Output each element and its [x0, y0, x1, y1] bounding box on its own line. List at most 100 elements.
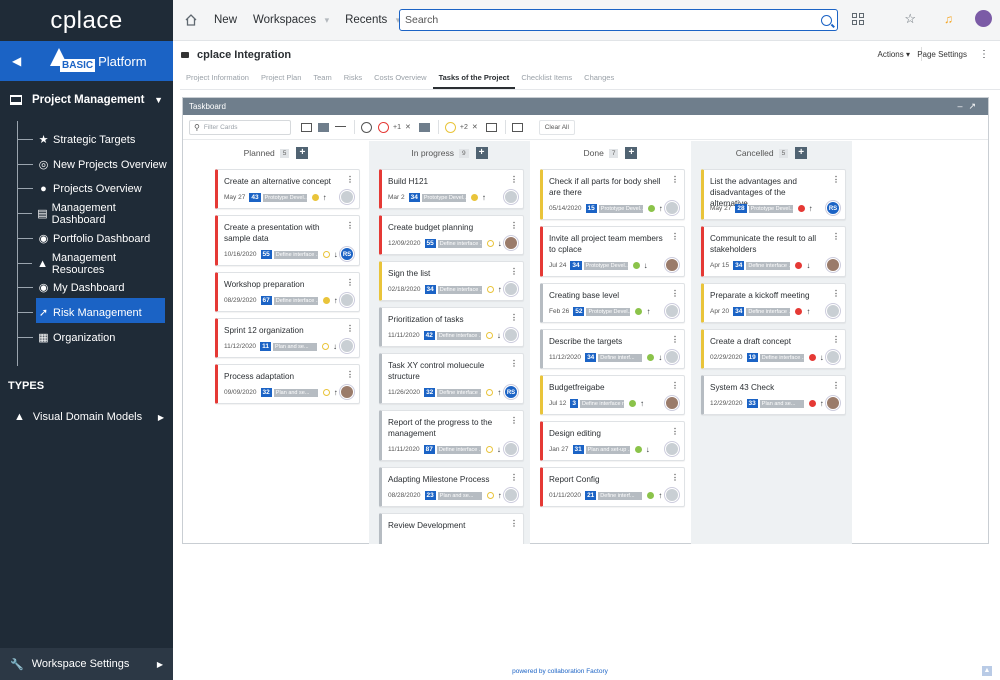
task-card[interactable]: Create an alternative concept ⋮ May 27 43 Pr… — [215, 169, 360, 209]
sidebar-item-visual-domain-models[interactable]: ▲ Visual Domain Models ▶ — [14, 411, 164, 423]
card-menu-icon[interactable]: ⋮ — [510, 519, 518, 528]
assignee-avatar[interactable] — [826, 258, 840, 272]
card-menu-icon[interactable]: ⋮ — [832, 335, 840, 344]
tab-tasks-of-the-project[interactable]: Tasks of the Project — [432, 71, 516, 89]
assignee-avatar[interactable] — [504, 236, 518, 250]
task-card[interactable]: System 43 Check ⋮ 12/29/2020 33 Plan and se.… — [701, 375, 846, 415]
task-card[interactable]: Invite all project team members to cplac… — [540, 226, 685, 277]
tab-changes[interactable]: Changes — [584, 73, 615, 82]
progress-filter-icon[interactable] — [444, 121, 456, 133]
sidebar-item-organization[interactable]: ▦ Organization — [17, 325, 167, 350]
assignee-avatar[interactable]: RS — [826, 201, 840, 215]
assignee-avatar[interactable] — [504, 488, 518, 502]
task-card[interactable]: Create a presentation with sample data ⋮ 1… — [215, 215, 360, 266]
assignee-avatar[interactable] — [826, 304, 840, 318]
card-menu-icon[interactable]: ⋮ — [671, 381, 679, 390]
tab-project-plan[interactable]: Project Plan — [260, 73, 302, 82]
task-card[interactable]: Preparate a kickoff meeting ⋮ Apr 20 34 Defi… — [701, 283, 846, 323]
assignee-avatar[interactable]: RS — [340, 247, 354, 261]
tab-checklist-items[interactable]: Checklist Items — [521, 73, 573, 82]
task-card[interactable]: Build H121 ⋮ Mar 2 34 Prototype Devel... ↑ — [379, 169, 524, 209]
user-avatar[interactable] — [975, 10, 992, 27]
card-menu-icon[interactable]: ⋮ — [510, 416, 518, 425]
sidebar-section-project-management[interactable]: Project Management ▼ — [0, 81, 173, 119]
task-card[interactable]: Task XY control moluecule structure ⋮ 11/2… — [379, 353, 524, 404]
assignee-avatar[interactable] — [665, 258, 679, 272]
assignee-avatar[interactable] — [665, 488, 679, 502]
card-menu-icon[interactable]: ⋮ — [671, 289, 679, 298]
view-medium-icon[interactable] — [318, 122, 329, 132]
platform-switcher[interactable]: ◀ BASIC Platform — [0, 41, 173, 81]
assignee-avatar[interactable] — [665, 304, 679, 318]
search-input[interactable]: Search — [399, 9, 838, 31]
task-card[interactable]: Report of the progress to the management… — [379, 410, 524, 461]
task-card[interactable]: Create budget planning ⋮ 12/09/2020 55 Defin… — [379, 215, 524, 255]
window-controls[interactable]: –↗ — [957, 101, 982, 111]
card-menu-icon[interactable]: ⋮ — [510, 175, 518, 184]
cplace-logo[interactable]: cplace — [0, 0, 173, 41]
columns-icon[interactable] — [511, 122, 523, 132]
card-menu-icon[interactable]: ⋮ — [832, 232, 840, 241]
task-card[interactable]: Create a draft concept ⋮ 02/29/2020 19 Defin… — [701, 329, 846, 369]
back-arrow-icon[interactable]: ◀ — [12, 54, 22, 68]
task-card[interactable]: Sign the list ⋮ 02/18/2020 34 Define interfa… — [379, 261, 524, 301]
sidebar-item-risk-management[interactable]: ➚ Risk Management — [17, 300, 167, 325]
assignee-avatar[interactable] — [826, 396, 840, 410]
card-menu-icon[interactable]: ⋮ — [346, 370, 354, 379]
assignee-avatar[interactable] — [826, 350, 840, 364]
add-card-button[interactable]: + — [625, 147, 638, 159]
person-filter-icon[interactable] — [361, 121, 372, 133]
workspaces-menu[interactable]: Workspaces — [253, 14, 329, 26]
view-small-icon[interactable] — [335, 126, 346, 128]
home-icon[interactable] — [184, 13, 198, 27]
card-menu-icon[interactable]: ⋮ — [346, 278, 354, 287]
card-menu-icon[interactable]: ⋮ — [346, 175, 354, 184]
add-card-button[interactable]: + — [296, 147, 309, 159]
tab-costs-overview[interactable]: Costs Overview — [374, 73, 427, 82]
color-filter-icon[interactable] — [418, 122, 430, 132]
actions-menu[interactable]: Actions ▾ — [877, 50, 910, 59]
filter-cards-input[interactable]: ⚲ Filter Cards — [189, 119, 291, 135]
status-filter-icon[interactable] — [378, 121, 389, 133]
assignee-avatar[interactable] — [504, 328, 518, 342]
assignee-avatar[interactable] — [340, 385, 354, 399]
view-large-icon[interactable] — [301, 122, 312, 132]
page-settings-button[interactable]: Page Settings — [917, 50, 967, 59]
task-card[interactable]: Review Development ⋮ — [379, 513, 524, 544]
task-card[interactable]: Creating base level ⋮ Feb 26 52 Prototype De… — [540, 283, 685, 323]
card-menu-icon[interactable]: ⋮ — [510, 267, 518, 276]
calendar-icon[interactable] — [485, 122, 497, 132]
sidebar-item-management-dashboard[interactable]: ▤ Management Dashboard — [17, 201, 167, 226]
recents-menu[interactable]: Recents — [345, 14, 400, 26]
favorites-star-icon[interactable]: ☆ — [904, 10, 916, 26]
card-menu-icon[interactable]: ⋮ — [510, 313, 518, 322]
sidebar-item-portfolio-dashboard[interactable]: ◉ Portfolio Dashboard — [17, 226, 167, 251]
card-menu-icon[interactable]: ⋮ — [510, 359, 518, 368]
more-options-icon[interactable]: ⋮ — [979, 49, 989, 60]
card-menu-icon[interactable]: ⋮ — [510, 473, 518, 482]
task-card[interactable]: Check if all parts for body shell are th… — [540, 169, 685, 220]
add-card-button[interactable]: + — [795, 147, 808, 159]
close-icon[interactable]: ✕ — [404, 124, 411, 131]
assignee-avatar[interactable] — [665, 442, 679, 456]
scroll-top-icon[interactable]: ▲ — [982, 666, 992, 676]
task-card[interactable]: Report Config ⋮ 01/11/2020 21 Define interf.… — [540, 467, 685, 507]
assignee-avatar[interactable] — [504, 190, 518, 204]
sidebar-item-projects-overview[interactable]: ● Projects Overview — [17, 176, 167, 201]
card-menu-icon[interactable]: ⋮ — [346, 221, 354, 230]
card-menu-icon[interactable]: ⋮ — [832, 175, 840, 184]
new-menu[interactable]: New — [214, 14, 238, 26]
assignee-avatar[interactable] — [340, 293, 354, 307]
assignee-avatar[interactable] — [665, 396, 679, 410]
assignee-avatar[interactable] — [504, 282, 518, 296]
card-menu-icon[interactable]: ⋮ — [671, 427, 679, 436]
close-icon[interactable]: ✕ — [471, 124, 478, 131]
card-menu-icon[interactable]: ⋮ — [832, 381, 840, 390]
tab-project-information[interactable]: Project Information — [186, 73, 249, 82]
task-card[interactable]: Adapting Milestone Process ⋮ 08/28/2020 23 P… — [379, 467, 524, 507]
task-card[interactable]: List the advantages and disadvantages of… — [701, 169, 846, 220]
assignee-avatar[interactable] — [504, 442, 518, 456]
sidebar-item-new-projects-overview[interactable]: ◎ New Projects Overview — [17, 152, 167, 177]
sidebar-item-my-dashboard[interactable]: ◉ My Dashboard — [17, 275, 167, 300]
